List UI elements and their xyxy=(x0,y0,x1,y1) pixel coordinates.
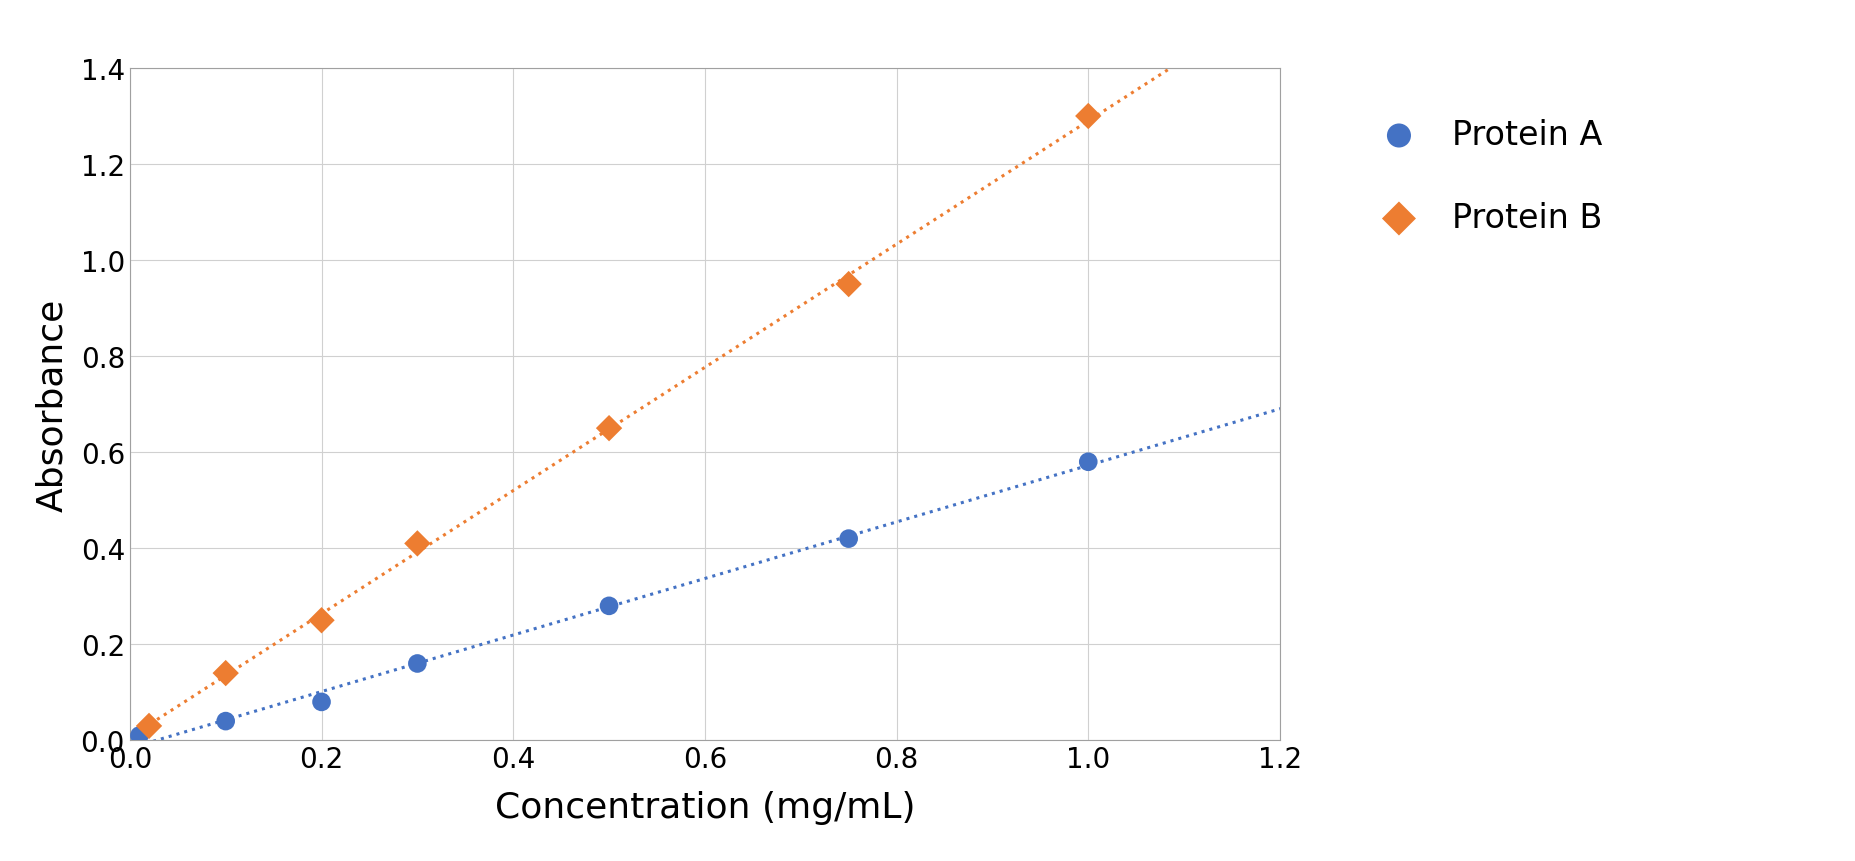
Protein B xyxy=(306,614,336,628)
Protein A xyxy=(835,532,864,546)
Protein B xyxy=(211,666,241,680)
Protein B xyxy=(835,278,864,292)
Protein B xyxy=(134,719,163,733)
Protein B xyxy=(403,537,432,551)
Legend: Protein A, Protein B: Protein A, Protein B xyxy=(1365,119,1603,235)
Protein A xyxy=(403,657,432,671)
X-axis label: Concentration (mg/mL): Concentration (mg/mL) xyxy=(495,790,915,824)
Protein A xyxy=(306,695,336,709)
Protein A xyxy=(594,599,623,613)
Y-axis label: Absorbance: Absorbance xyxy=(35,298,69,511)
Protein B xyxy=(1074,110,1104,124)
Protein A xyxy=(1074,455,1104,469)
Protein A xyxy=(211,715,241,728)
Protein A xyxy=(124,728,154,742)
Protein B xyxy=(594,422,623,436)
